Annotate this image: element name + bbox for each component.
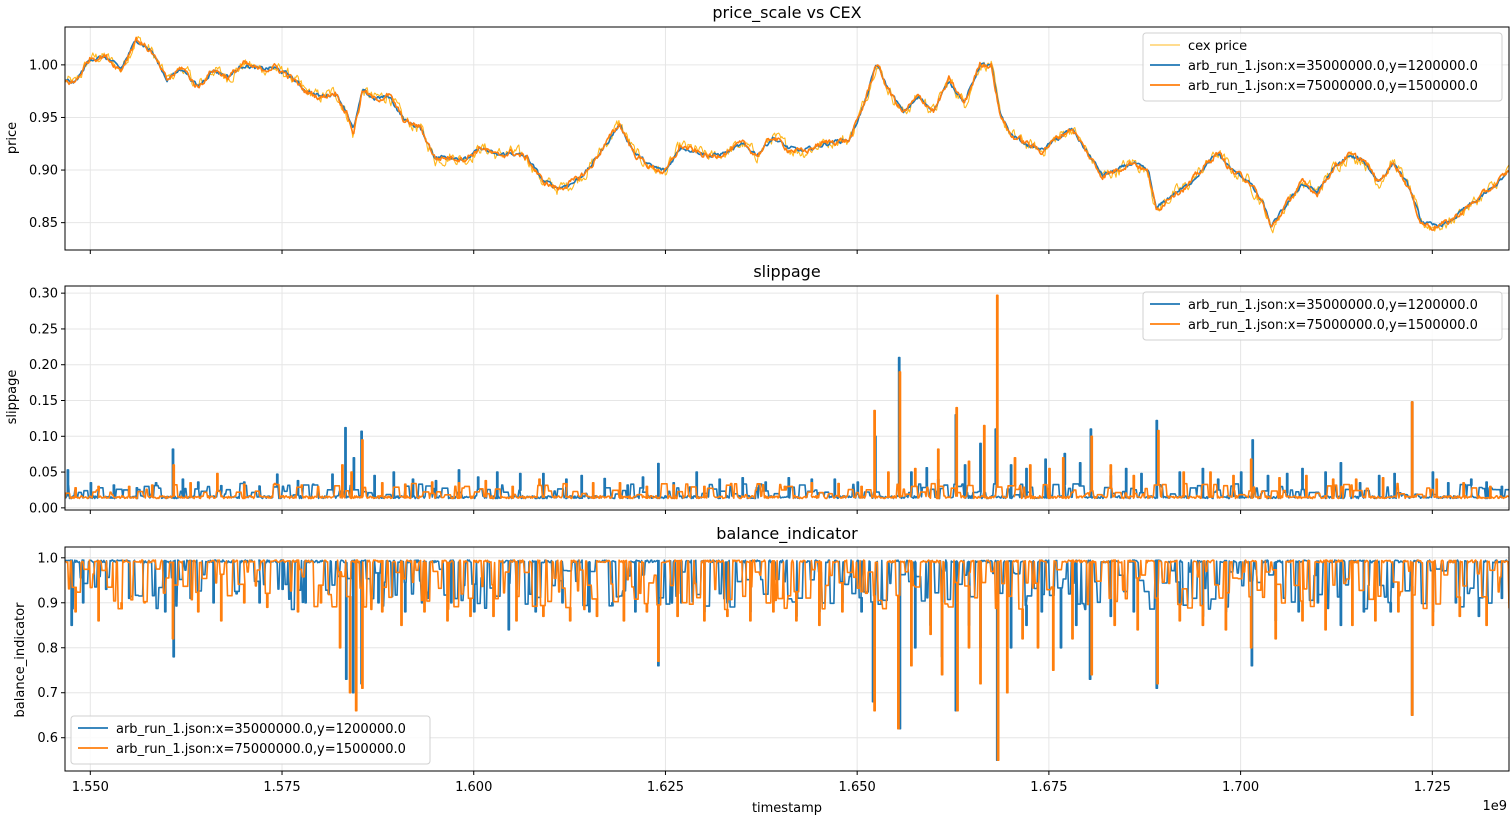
legend-label: arb_run_1.json:x=35000000.0,y=1200000.0 (1188, 59, 1478, 74)
legend-box (1142, 291, 1503, 341)
axes-frame (64, 546, 1510, 772)
legend-box (70, 715, 431, 765)
legend-label: arb_run_1.json:x=75000000.0,y=1500000.0 (1188, 318, 1478, 333)
price-panel-ylabel: price (5, 122, 20, 154)
y-tick-label: 0.10 (29, 430, 58, 445)
x-tick-label: 1.550 (72, 780, 109, 795)
legend: arb_run_1.json:x=35000000.0,y=1200000.0a… (1142, 291, 1503, 341)
legend: arb_run_1.json:x=35000000.0,y=1200000.0a… (70, 715, 431, 765)
y-tick-label: 0.9 (37, 596, 58, 611)
x-tick-label: 1.700 (1222, 780, 1259, 795)
y-tick-label: 1.00 (29, 58, 58, 73)
plot-area (65, 294, 1509, 500)
price-panel: price_scale vs CEX price 0.85 0.90 0.95 1.0… (5, 3, 1510, 254)
legend: cex price arb_run_1.json:x=35000000.0,y=1… (1142, 32, 1503, 102)
y-tick-label: 0.05 (29, 466, 58, 481)
x-tick-label: 1.575 (263, 780, 300, 795)
y-tick-label: 0.95 (29, 111, 58, 126)
x-tick-label: 1.650 (839, 780, 876, 795)
x-axis-label: timestamp (752, 801, 822, 816)
y-tick-label: 0.30 (29, 287, 58, 302)
series-line-1 (65, 559, 1509, 761)
legend-label: arb_run_1.json:x=75000000.0,y=1500000.0 (1188, 79, 1478, 94)
slippage-panel-ylabel: slippage (5, 370, 20, 425)
series-line-0 (65, 356, 1509, 500)
x-tick-label: 1.675 (1030, 780, 1067, 795)
slippage-panel: slippage slippage 0.00 0.05 0.10 0.15 0.20 0.… (5, 262, 1510, 516)
x-tick-label: 1.625 (647, 780, 684, 795)
legend-label: arb_run_1.json:x=35000000.0,y=1200000.0 (116, 722, 406, 737)
y-tick-label: 0.6 (37, 731, 58, 746)
series-line-1 (65, 294, 1509, 500)
axes-frame (64, 285, 1510, 511)
price-panel-title: price_scale vs CEX (712, 3, 861, 23)
y-tick-label: 0.00 (29, 501, 58, 516)
x-tick-label: 1.725 (1414, 780, 1451, 795)
slippage-panel-title: slippage (753, 262, 820, 281)
series-line-2 (65, 36, 1509, 231)
y-tick-label: 0.85 (29, 216, 58, 231)
axes-frame (64, 26, 1510, 251)
plot-area (65, 559, 1509, 761)
balance-panel-ylabel: balance_indicator (13, 602, 28, 718)
legend-label: arb_run_1.json:x=35000000.0,y=1200000.0 (1188, 298, 1478, 313)
legend-label: arb_run_1.json:x=75000000.0,y=1500000.0 (116, 742, 406, 757)
y-tick-label: 0.7 (37, 686, 58, 701)
legend-label: cex price (1188, 39, 1247, 54)
balance-panel-title: balance_indicator (716, 524, 858, 544)
legend-box (1142, 32, 1503, 102)
plot-area (65, 35, 1509, 234)
y-tick-label: 0.20 (29, 358, 58, 373)
y-tick-label: 0.25 (29, 322, 58, 337)
y-tick-label: 0.90 (29, 164, 58, 179)
balance-panel: balance_indicator balance_indicator time… (13, 524, 1510, 816)
x-offset-label: 1e9 (1482, 799, 1507, 814)
y-tick-label: 0.15 (29, 394, 58, 409)
y-tick-label: 0.8 (37, 641, 58, 656)
y-tick-label: 1.0 (37, 551, 58, 566)
x-tick-label: 1.600 (455, 780, 492, 795)
